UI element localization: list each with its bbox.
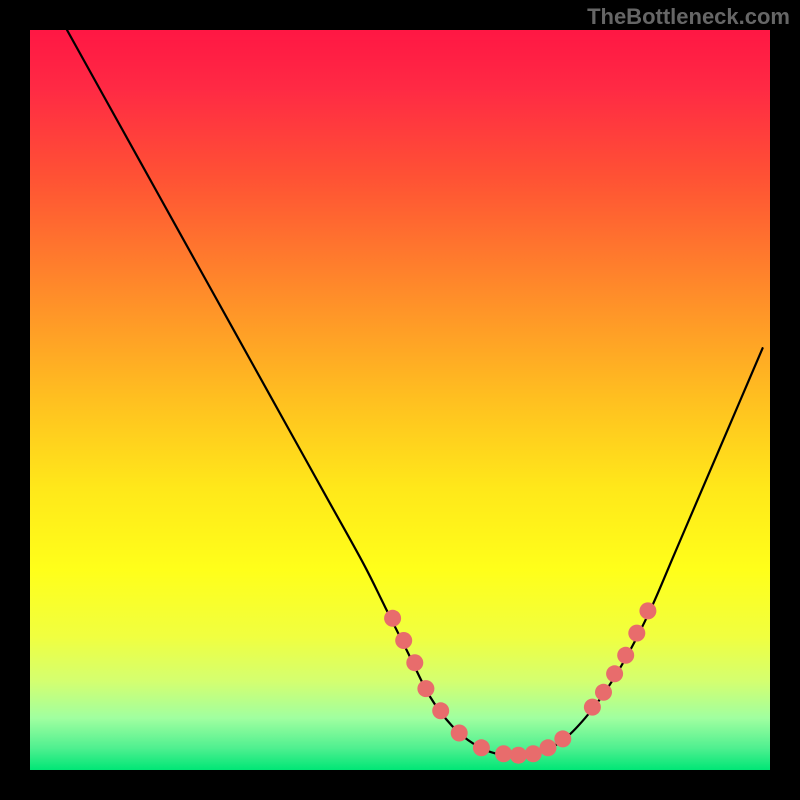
chart-container: TheBottleneck.com — [0, 0, 800, 800]
data-marker — [395, 632, 412, 649]
attribution-text: TheBottleneck.com — [587, 4, 790, 30]
data-marker — [432, 702, 449, 719]
gradient-background — [30, 30, 770, 770]
data-marker — [554, 730, 571, 747]
data-marker — [495, 745, 512, 762]
data-marker — [606, 665, 623, 682]
data-marker — [540, 739, 557, 756]
data-marker — [451, 725, 468, 742]
data-marker — [639, 602, 656, 619]
data-marker — [384, 610, 401, 627]
data-marker — [510, 747, 527, 764]
chart-svg — [30, 30, 770, 770]
data-marker — [417, 680, 434, 697]
data-marker — [595, 684, 612, 701]
data-marker — [406, 654, 423, 671]
data-marker — [473, 739, 490, 756]
data-marker — [617, 647, 634, 664]
data-marker — [525, 745, 542, 762]
data-marker — [628, 625, 645, 642]
data-marker — [584, 699, 601, 716]
plot-area — [30, 30, 770, 770]
